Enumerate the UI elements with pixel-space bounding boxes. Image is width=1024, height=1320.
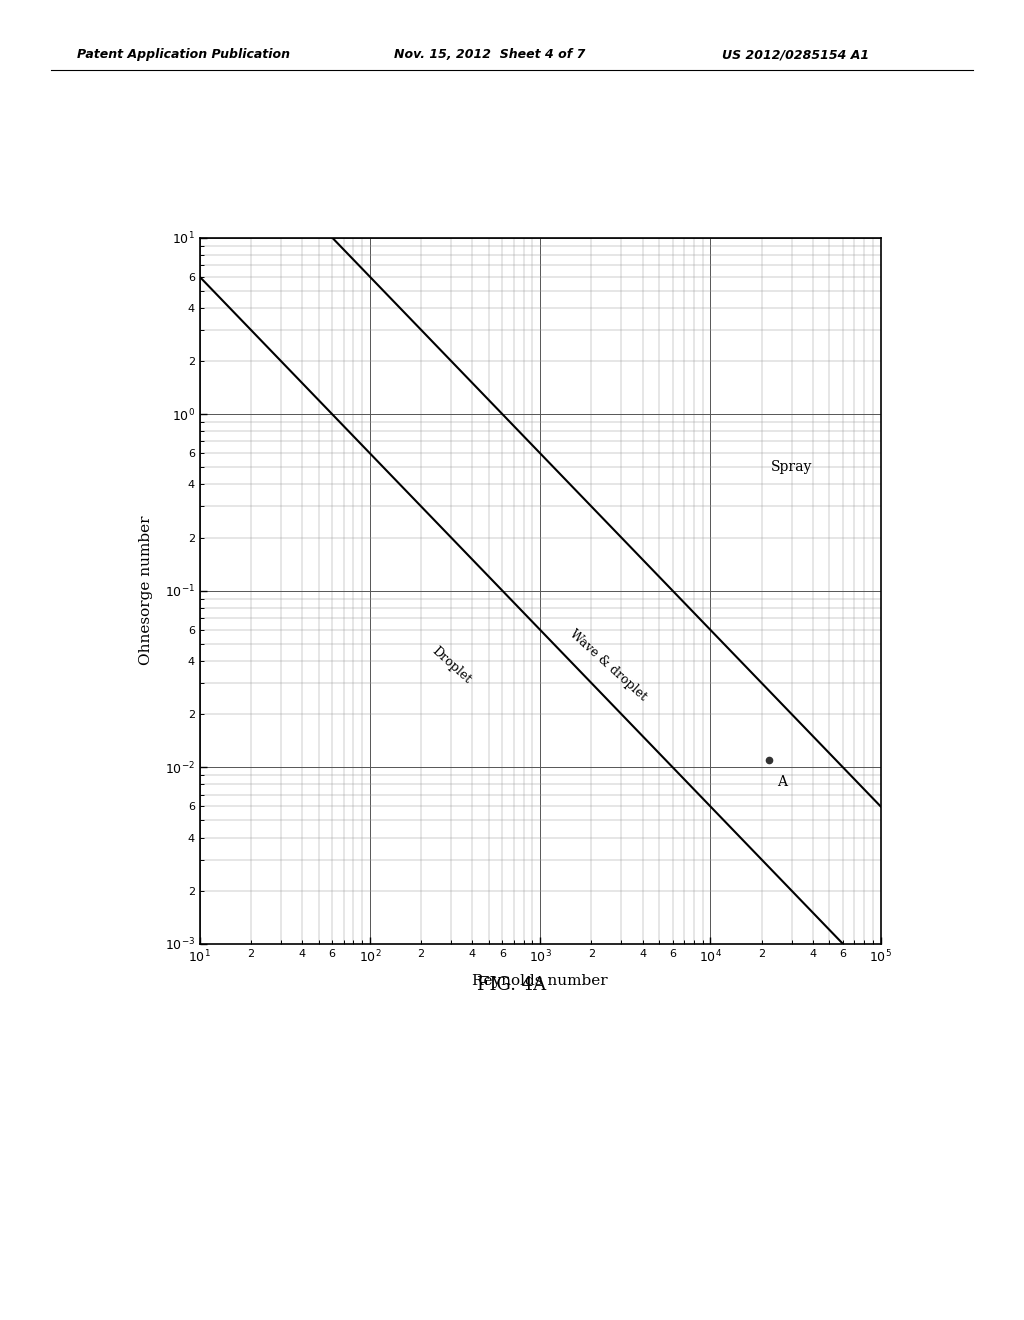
Text: US 2012/0285154 A1: US 2012/0285154 A1 bbox=[722, 48, 869, 61]
X-axis label: Reynolds number: Reynolds number bbox=[472, 974, 608, 987]
Text: Wave & droplet: Wave & droplet bbox=[566, 627, 649, 702]
Text: FIG. 4A: FIG. 4A bbox=[477, 975, 547, 994]
Text: Droplet: Droplet bbox=[429, 644, 473, 686]
Y-axis label: Ohnesorge number: Ohnesorge number bbox=[139, 516, 154, 665]
Text: Patent Application Publication: Patent Application Publication bbox=[77, 48, 290, 61]
Text: A: A bbox=[777, 775, 787, 789]
Text: Nov. 15, 2012  Sheet 4 of 7: Nov. 15, 2012 Sheet 4 of 7 bbox=[394, 48, 586, 61]
Text: Spray: Spray bbox=[771, 461, 812, 474]
